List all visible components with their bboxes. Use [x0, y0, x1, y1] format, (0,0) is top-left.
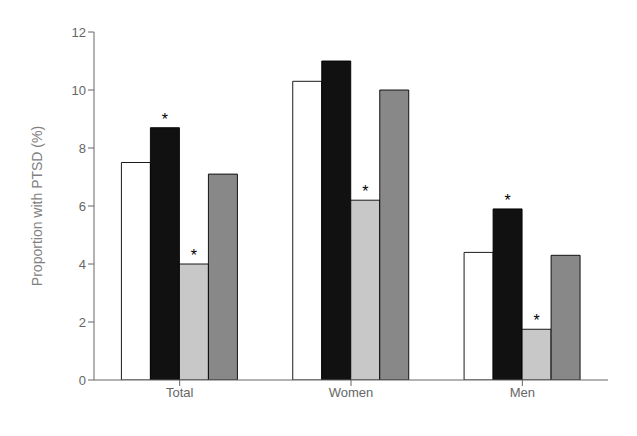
svg-text:Proportion with PTSD (%): Proportion with PTSD (%): [29, 126, 45, 286]
svg-text:*: *: [504, 192, 510, 209]
svg-text:0: 0: [79, 373, 86, 388]
svg-text:8: 8: [79, 141, 86, 156]
svg-text:Men: Men: [510, 385, 535, 400]
svg-text:*: *: [533, 312, 539, 329]
svg-text:6: 6: [79, 199, 86, 214]
svg-text:*: *: [191, 247, 197, 264]
svg-text:4: 4: [79, 257, 86, 272]
svg-text:*: *: [362, 183, 368, 200]
svg-text:2: 2: [79, 315, 86, 330]
svg-text:Total: Total: [166, 385, 194, 400]
svg-text:Women: Women: [329, 385, 374, 400]
svg-text:12: 12: [72, 25, 86, 40]
svg-text:*: *: [162, 111, 168, 128]
svg-text:10: 10: [72, 83, 86, 98]
